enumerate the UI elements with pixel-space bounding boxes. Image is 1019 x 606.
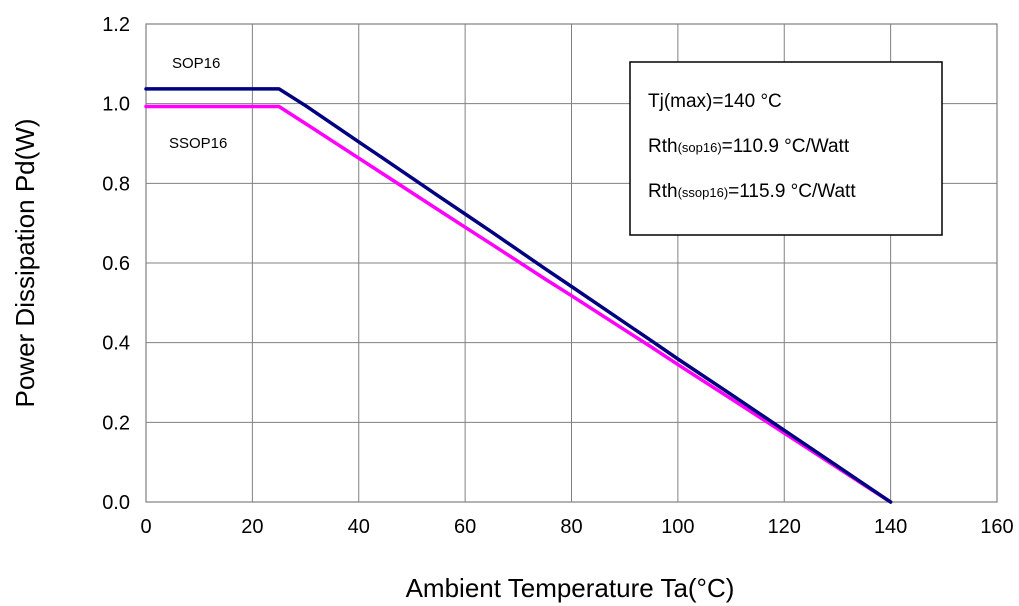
tick-labels: 0 20 40 60 80 100 120 140 160 0.0 0.2 0.4 0.6 0.8 1.0 1…: [102, 14, 1014, 538]
series-label-sop16: SOP16: [172, 55, 220, 72]
y-axis-title: Power Dissipation Pd(W): [10, 119, 40, 408]
x-tick-label: 80: [560, 516, 582, 538]
tj-max-note: Tj(max)=140 °C: [648, 91, 782, 112]
series-lines: [144, 87, 893, 504]
plot-frame: [145, 23, 998, 503]
y-tick-label: 1.2: [102, 14, 130, 36]
series-label-ssop16: SSOP16: [169, 135, 227, 152]
series-line-ssop16: [144, 104, 893, 504]
series-line-sop16: [144, 87, 893, 504]
x-tick-label: 20: [241, 516, 263, 538]
info-box-frame: [629, 61, 943, 236]
x-tick-label: 0: [140, 516, 151, 538]
x-tick-label: 140: [874, 516, 907, 538]
y-tick-label: 0.8: [102, 173, 130, 195]
x-tick-label: 100: [661, 516, 694, 538]
x-tick-label: 160: [980, 516, 1013, 538]
y-tick-label: 0.0: [102, 492, 130, 514]
x-tick-label: 40: [348, 516, 370, 538]
x-axis-title: Ambient Temperature Ta(°C): [406, 573, 735, 603]
y-tick-label: 0.2: [102, 412, 130, 434]
x-tick-label: 120: [768, 516, 801, 538]
rth-ssop16-note: Rth(ssop16)=115.9 °C/Watt: [648, 181, 856, 202]
y-tick-label: 1.0: [102, 94, 130, 116]
y-tick-label: 0.6: [102, 253, 130, 275]
x-tick-label: 60: [454, 516, 476, 538]
info-box: Tj(max)=140 °C Rth(sop16)=110.9 °C/Watt …: [629, 61, 943, 236]
y-tick-label: 0.4: [102, 333, 130, 355]
rth-sop16-note: Rth(sop16)=110.9 °C/Watt: [648, 136, 850, 157]
